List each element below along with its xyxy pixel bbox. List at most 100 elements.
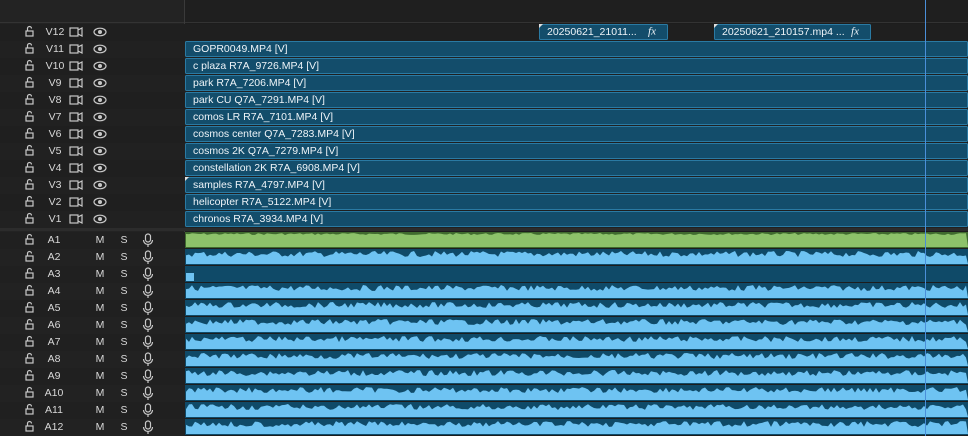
mute-button[interactable]: M	[96, 234, 105, 246]
lock-toggle[interactable]	[25, 212, 34, 224]
sync-toggle[interactable]	[69, 95, 83, 105]
voiceover-button[interactable]	[142, 335, 154, 349]
lock-toggle[interactable]	[25, 195, 34, 207]
sync-toggle[interactable]	[69, 61, 83, 71]
mute-button[interactable]: M	[96, 319, 105, 331]
voiceover-button[interactable]	[142, 233, 154, 247]
audio-clip[interactable]	[185, 283, 968, 299]
visibility-toggle[interactable]	[93, 214, 107, 224]
lock-toggle[interactable]	[25, 178, 34, 190]
lock-toggle[interactable]	[25, 369, 34, 381]
visibility-toggle[interactable]	[93, 61, 107, 71]
visibility-toggle[interactable]	[93, 44, 107, 54]
visibility-toggle[interactable]	[93, 95, 107, 105]
clip[interactable]: comos LR R7A_7101.MP4 [V]	[185, 109, 968, 125]
voiceover-button[interactable]	[142, 284, 154, 298]
lock-toggle[interactable]	[25, 250, 34, 262]
lock-toggle[interactable]	[25, 144, 34, 156]
lock-toggle[interactable]	[25, 42, 34, 54]
clip[interactable]: 20250621_210157.mp4 ... fx	[714, 24, 871, 40]
clip[interactable]: cosmos 2K Q7A_7279.MP4 [V]	[185, 143, 968, 159]
lock-toggle[interactable]	[25, 110, 34, 122]
visibility-toggle[interactable]	[93, 197, 107, 207]
lock-toggle[interactable]	[25, 59, 34, 71]
sync-toggle[interactable]	[69, 180, 83, 190]
audio-clip[interactable]	[185, 402, 968, 418]
visibility-toggle[interactable]	[93, 27, 107, 37]
sync-toggle[interactable]	[69, 129, 83, 139]
mute-button[interactable]: M	[96, 404, 105, 416]
audio-clip[interactable]	[185, 334, 968, 350]
sync-toggle[interactable]	[69, 78, 83, 88]
audio-clip[interactable]	[185, 317, 968, 333]
clip[interactable]: park CU Q7A_7291.MP4 [V]	[185, 92, 968, 108]
mute-button[interactable]: M	[96, 353, 105, 365]
visibility-toggle[interactable]	[93, 163, 107, 173]
audio-clip[interactable]	[185, 385, 968, 401]
lock-toggle[interactable]	[25, 93, 34, 105]
clip[interactable]: helicopter R7A_5122.MP4 [V]	[185, 194, 968, 210]
voiceover-button[interactable]	[142, 420, 154, 434]
clip[interactable]: chronos R7A_3934.MP4 [V]	[185, 211, 968, 227]
solo-button[interactable]: S	[120, 421, 127, 433]
voiceover-button[interactable]	[142, 318, 154, 332]
voiceover-button[interactable]	[142, 250, 154, 264]
sync-toggle[interactable]	[69, 214, 83, 224]
solo-button[interactable]: S	[120, 319, 127, 331]
mute-button[interactable]: M	[96, 387, 105, 399]
voiceover-button[interactable]	[142, 386, 154, 400]
visibility-toggle[interactable]	[93, 180, 107, 190]
clip[interactable]: c plaza R7A_9726.MP4 [V]	[185, 58, 968, 74]
clip[interactable]: samples R7A_4797.MP4 [V]	[185, 177, 968, 193]
lock-toggle[interactable]	[25, 267, 34, 279]
audio-clip[interactable]	[185, 368, 968, 384]
sync-toggle[interactable]	[69, 44, 83, 54]
solo-button[interactable]: S	[120, 387, 127, 399]
clip[interactable]: park R7A_7206.MP4 [V]	[185, 75, 968, 91]
sync-toggle[interactable]	[69, 163, 83, 173]
lock-toggle[interactable]	[25, 318, 34, 330]
mute-button[interactable]: M	[96, 268, 105, 280]
audio-clip[interactable]	[185, 300, 968, 316]
lock-toggle[interactable]	[25, 403, 34, 415]
lock-toggle[interactable]	[25, 301, 34, 313]
solo-button[interactable]: S	[120, 302, 127, 314]
mute-button[interactable]: M	[96, 285, 105, 297]
lock-toggle[interactable]	[25, 161, 34, 173]
clip[interactable]: constellation 2K R7A_6908.MP4 [V]	[185, 160, 968, 176]
visibility-toggle[interactable]	[93, 146, 107, 156]
lock-toggle[interactable]	[25, 335, 34, 347]
solo-button[interactable]: S	[120, 251, 127, 263]
clip[interactable]: 20250621_21011... fx	[539, 24, 668, 40]
audio-clip[interactable]	[185, 232, 968, 248]
lock-toggle[interactable]	[25, 386, 34, 398]
clip[interactable]: cosmos center Q7A_7283.MP4 [V]	[185, 126, 968, 142]
mute-button[interactable]: M	[96, 251, 105, 263]
lock-toggle[interactable]	[25, 127, 34, 139]
solo-button[interactable]: S	[120, 285, 127, 297]
voiceover-button[interactable]	[142, 267, 154, 281]
lock-toggle[interactable]	[25, 25, 34, 37]
solo-button[interactable]: S	[120, 268, 127, 280]
solo-button[interactable]: S	[120, 336, 127, 348]
visibility-toggle[interactable]	[93, 129, 107, 139]
lock-toggle[interactable]	[25, 420, 34, 432]
solo-button[interactable]: S	[120, 353, 127, 365]
lock-toggle[interactable]	[25, 284, 34, 296]
voiceover-button[interactable]	[142, 352, 154, 366]
audio-clip[interactable]	[185, 249, 968, 265]
solo-button[interactable]: S	[120, 404, 127, 416]
sync-toggle[interactable]	[69, 27, 83, 37]
voiceover-button[interactable]	[142, 301, 154, 315]
mute-button[interactable]: M	[96, 370, 105, 382]
visibility-toggle[interactable]	[93, 112, 107, 122]
lock-toggle[interactable]	[25, 233, 34, 245]
audio-clip[interactable]	[185, 351, 968, 367]
mute-button[interactable]: M	[96, 302, 105, 314]
clip[interactable]: GOPR0049.MP4 [V]	[185, 41, 968, 57]
sync-toggle[interactable]	[69, 146, 83, 156]
audio-clip[interactable]	[185, 266, 968, 282]
sync-toggle[interactable]	[69, 112, 83, 122]
lock-toggle[interactable]	[25, 76, 34, 88]
sync-toggle[interactable]	[69, 197, 83, 207]
